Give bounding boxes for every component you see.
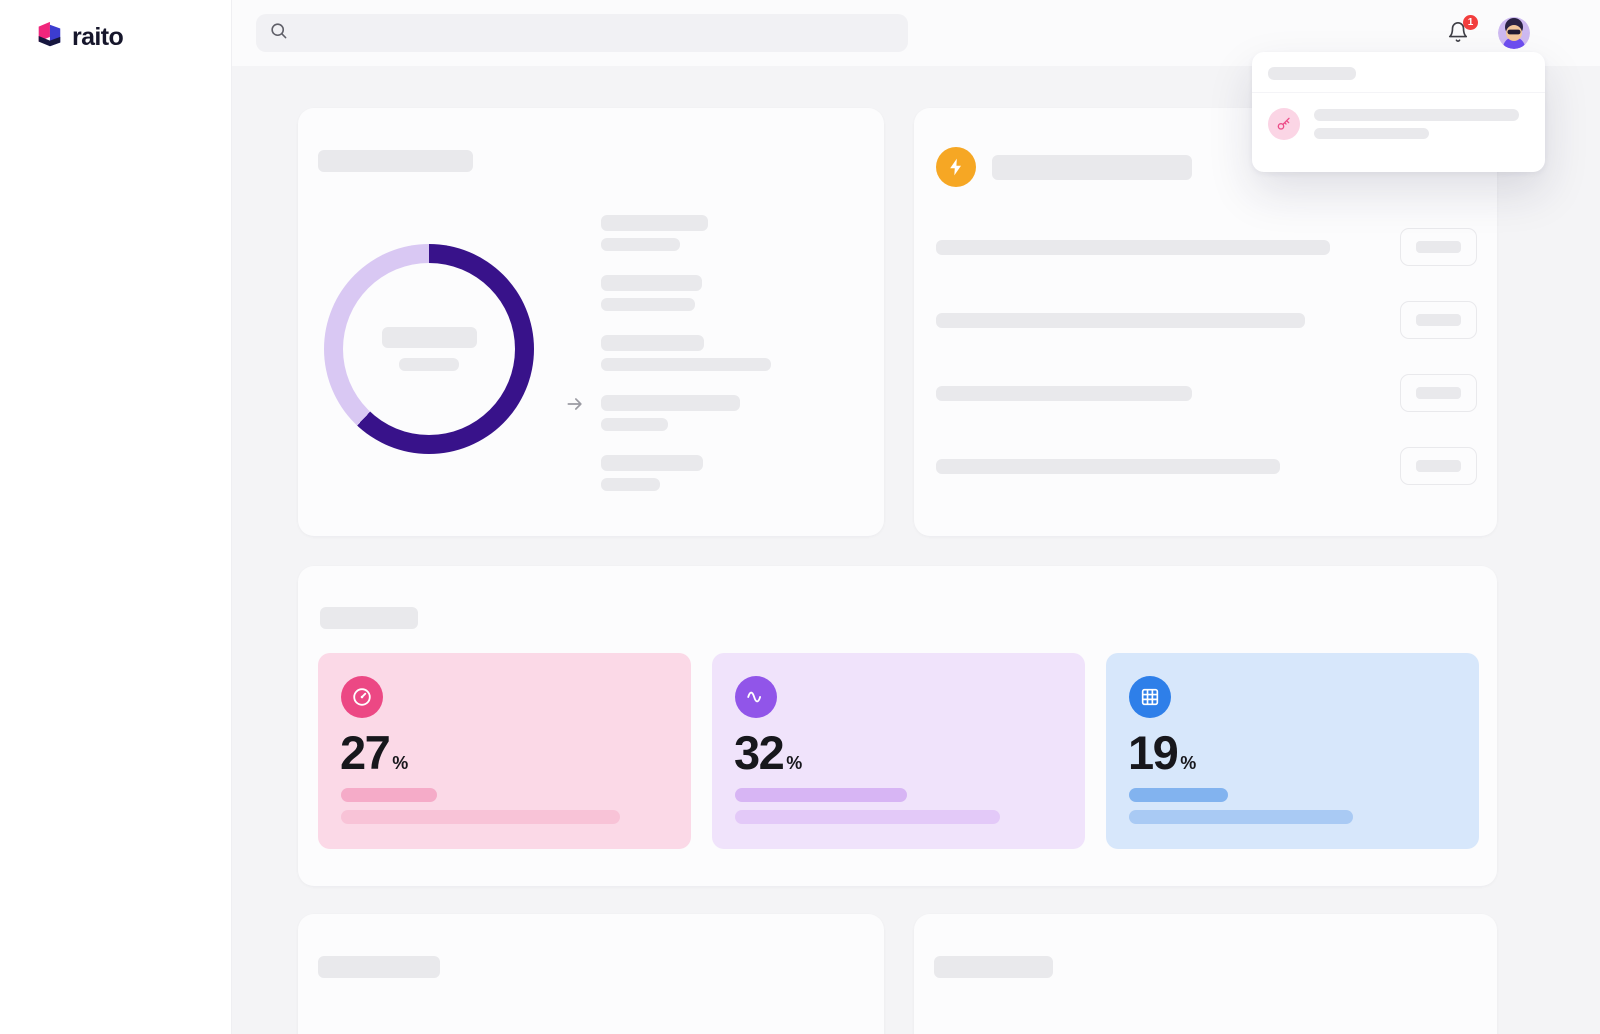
skeleton-line <box>601 298 695 311</box>
row-action-button[interactable] <box>1400 374 1477 412</box>
legend-item <box>601 335 771 371</box>
topbar: 1 <box>232 0 1600 66</box>
skeleton-button-label <box>1416 314 1461 326</box>
action-row <box>936 447 1477 485</box>
skeleton-button-label <box>1416 241 1461 253</box>
stat-number: 32 <box>734 726 785 779</box>
stat-tile-pink: 27 % <box>318 653 691 849</box>
top-cards-row <box>298 108 1600 536</box>
topbar-actions: 1 <box>1446 0 1530 66</box>
legend-item <box>601 275 771 311</box>
bell-icon <box>1447 22 1469 46</box>
stat-unit: % <box>786 753 803 773</box>
skeleton-bar <box>341 810 620 824</box>
usage-stats-card: 27 % 32 % <box>298 566 1497 886</box>
grid-icon <box>1129 676 1171 718</box>
brand-name: raito <box>72 23 124 51</box>
skeleton-bar <box>1129 810 1353 824</box>
action-row <box>936 228 1477 266</box>
main-content: 27 % 32 % <box>232 66 1600 1034</box>
skeleton-card-title <box>992 155 1192 180</box>
skeleton-card-title <box>320 607 418 629</box>
skeleton-card-title <box>934 956 1053 978</box>
skeleton-line <box>601 358 771 371</box>
skeleton-line <box>936 312 1305 328</box>
skeleton-bar <box>735 810 1000 824</box>
notifications-dropdown <box>1252 52 1545 172</box>
row-action-button[interactable] <box>1400 301 1477 339</box>
sidebar: raito <box>0 0 232 1034</box>
stat-number: 27 <box>340 726 391 779</box>
skeleton-bar <box>1129 788 1228 802</box>
stat-value: 27 % <box>340 727 408 779</box>
skeleton-line <box>1314 109 1519 121</box>
skeleton-bar <box>341 788 437 802</box>
action-row <box>936 374 1477 412</box>
notification-item[interactable] <box>1252 93 1545 140</box>
donut-center <box>343 263 515 435</box>
skeleton-line <box>936 239 1330 255</box>
skeleton-line <box>1314 128 1429 139</box>
stat-tiles: 27 % 32 % <box>318 653 1479 849</box>
arrow-right-icon <box>565 394 585 414</box>
gauge-icon <box>341 676 383 718</box>
skeleton-card-title <box>318 956 440 978</box>
stat-value: 32 % <box>734 727 802 779</box>
skeleton-line <box>601 478 660 491</box>
lightning-icon <box>936 147 976 187</box>
legend-item <box>567 395 771 431</box>
row-action-button[interactable] <box>1400 447 1477 485</box>
skeleton-line <box>601 455 703 471</box>
skeleton-donut-value <box>381 327 477 348</box>
stat-unit: % <box>1180 753 1197 773</box>
legend-item <box>601 455 771 491</box>
search-icon <box>269 21 288 45</box>
stat-tile-blue: 19 % <box>1106 653 1479 849</box>
raito-logo-icon <box>34 19 64 56</box>
donut-chart <box>324 244 534 454</box>
skeleton-bar <box>735 788 907 802</box>
search-input[interactable] <box>298 25 895 41</box>
notification-item-text <box>1314 109 1519 139</box>
skeleton-donut-label <box>399 358 459 371</box>
key-icon <box>1268 108 1300 140</box>
skeleton-line <box>601 215 708 231</box>
skeleton-line <box>601 238 680 251</box>
stat-unit: % <box>392 753 409 773</box>
brand-logo[interactable]: raito <box>0 0 231 56</box>
stat-number: 19 <box>1128 726 1179 779</box>
legend-item <box>601 215 771 251</box>
bottom-left-card <box>298 914 884 1034</box>
search-bar[interactable] <box>256 14 908 52</box>
bottom-cards-row <box>298 914 1600 1034</box>
skeleton-line <box>936 385 1192 401</box>
skeleton-dropdown-title <box>1268 67 1356 80</box>
notification-badge: 1 <box>1463 15 1478 30</box>
skeleton-line <box>936 458 1280 474</box>
notifications-button[interactable]: 1 <box>1446 15 1478 46</box>
skeleton-line <box>601 275 702 291</box>
overview-card <box>298 108 884 536</box>
stat-value: 19 % <box>1128 727 1196 779</box>
row-action-button[interactable] <box>1400 228 1477 266</box>
action-row <box>936 301 1477 339</box>
skeleton-button-label <box>1416 387 1461 399</box>
skeleton-card-title <box>318 150 473 172</box>
skeleton-line <box>601 418 668 431</box>
user-avatar[interactable] <box>1498 17 1530 49</box>
bottom-right-card <box>914 914 1497 1034</box>
skeleton-button-label <box>1416 460 1461 472</box>
actions-card <box>914 108 1497 536</box>
overview-legend-list <box>567 215 771 515</box>
avatar-image <box>1498 17 1530 49</box>
skeleton-line <box>601 395 740 411</box>
notifications-dropdown-header <box>1252 52 1545 93</box>
wave-icon <box>735 676 777 718</box>
stat-tile-purple: 32 % <box>712 653 1085 849</box>
skeleton-line <box>601 335 704 351</box>
